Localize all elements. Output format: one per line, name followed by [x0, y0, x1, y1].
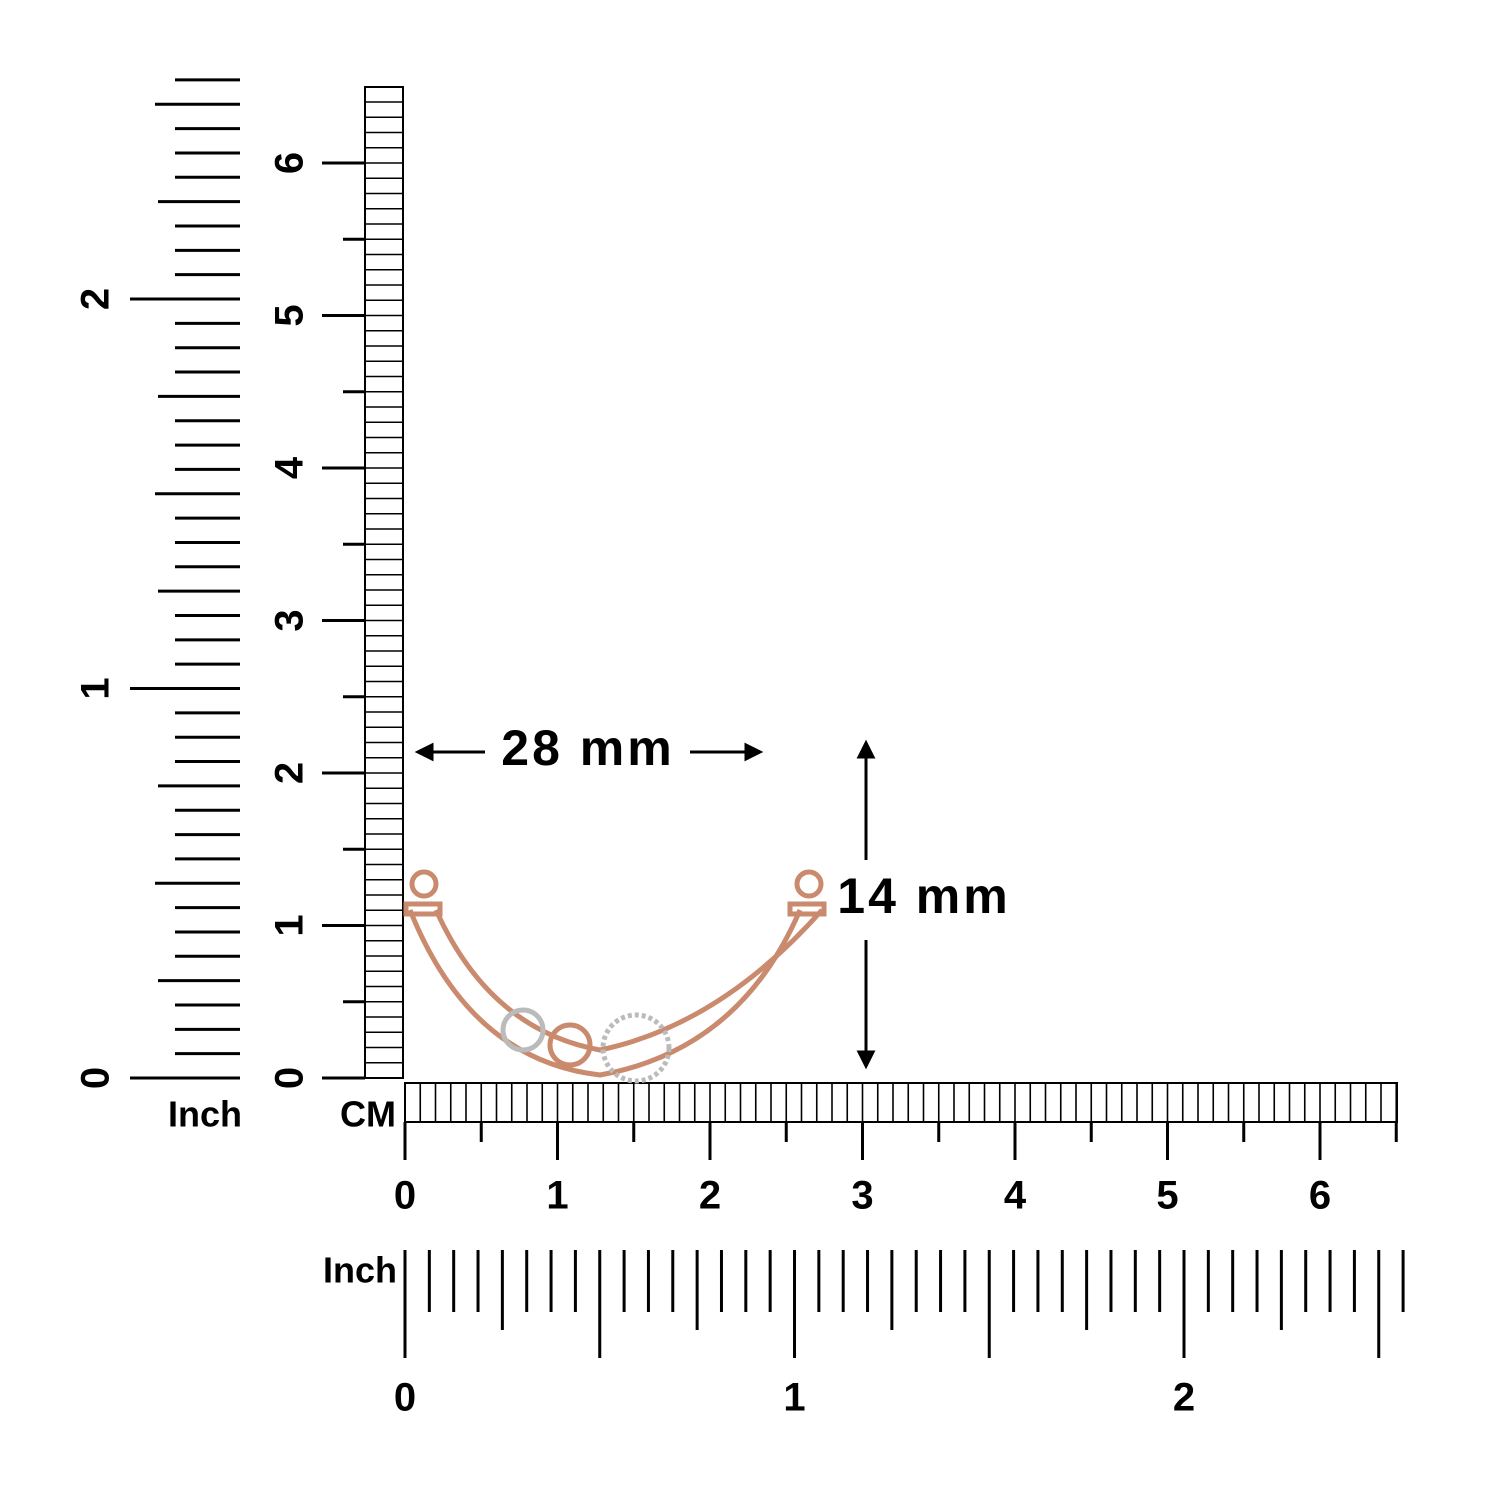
- cm-tick-label: 0: [268, 1067, 312, 1089]
- inch-tick-label: 0: [74, 1067, 118, 1089]
- cm-label: CM: [340, 1094, 396, 1135]
- cm-tick-label: 1: [268, 914, 312, 936]
- cm-tick-label: 4: [268, 456, 312, 479]
- cm-tick-label: 6: [268, 152, 312, 174]
- inch-tick-label: 2: [1173, 1376, 1195, 1420]
- ruler-ticks: [130, 78, 1405, 1358]
- inch-label-left: Inch: [168, 1094, 242, 1135]
- cm-tick-label: 3: [851, 1174, 873, 1218]
- inch-tick-label: 1: [783, 1376, 805, 1420]
- cm-tick-label: 4: [1004, 1174, 1027, 1218]
- cm-strip-horizontal: [404, 1082, 1398, 1123]
- width-label: 28 mm: [501, 720, 674, 776]
- inch-tick-label: 1: [74, 677, 118, 699]
- pendant: [403, 869, 827, 1084]
- cm-tick-label: 2: [268, 762, 312, 784]
- dimension-arrows: [414, 739, 876, 1070]
- cm-tick-label: 2: [699, 1174, 721, 1218]
- cm-tick-label: 3: [268, 609, 312, 631]
- inch-tick-label: 0: [394, 1376, 416, 1420]
- height-label: 14 mm: [837, 868, 1010, 924]
- inch-tick-label: 2: [74, 288, 118, 310]
- cm-tick-label: 5: [1156, 1174, 1178, 1218]
- cm-tick-label: 5: [268, 304, 312, 326]
- inch-label-bottom: Inch: [323, 1250, 397, 1291]
- cm-tick-label: 6: [1309, 1174, 1331, 1218]
- cm-tick-label: 1: [546, 1174, 568, 1218]
- cm-strip-vertical: [364, 86, 404, 1079]
- cm-tick-label: 0: [394, 1174, 416, 1218]
